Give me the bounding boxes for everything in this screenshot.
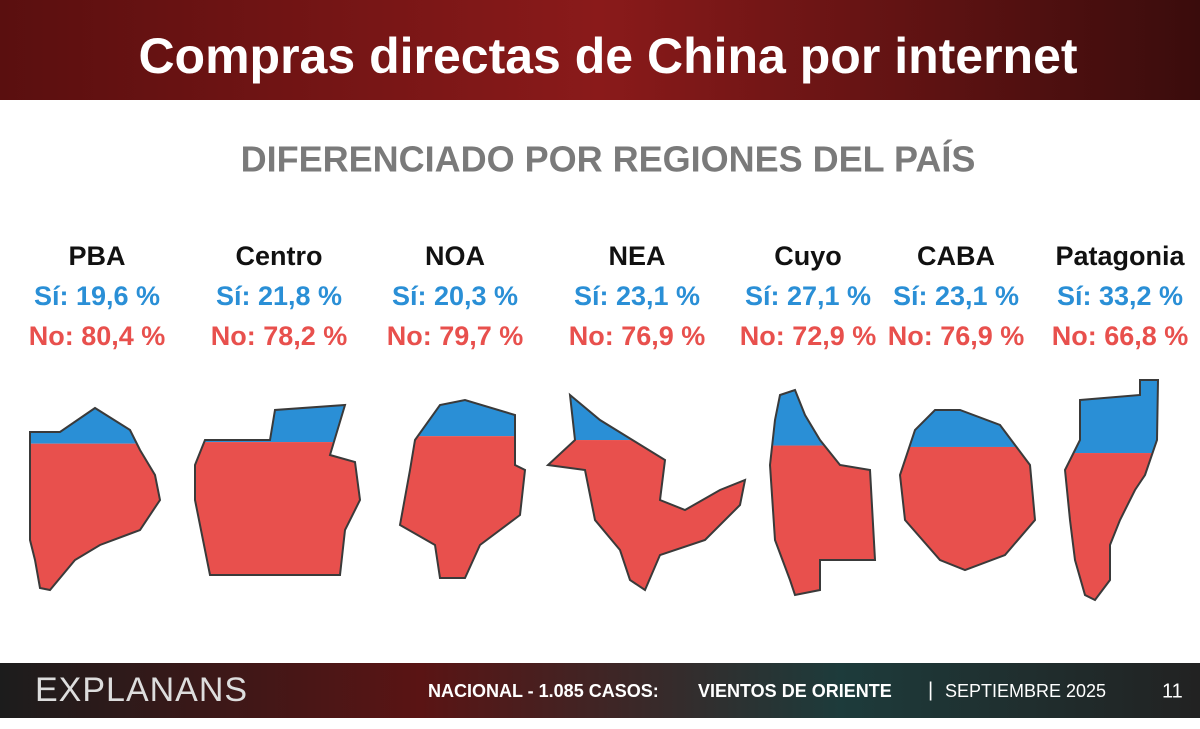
region-name: Centro	[236, 241, 323, 271]
value-label: Sí: 23,1 %	[893, 281, 1019, 311]
region-segment	[770, 390, 875, 446]
region-outline	[1063, 379, 1160, 602]
region-segment	[548, 440, 745, 590]
region-outline	[398, 398, 527, 579]
region-name: Patagonia	[1055, 241, 1185, 271]
region	[400, 400, 525, 578]
value-label: Sí: 20,3 %	[392, 281, 518, 311]
region	[900, 410, 1035, 570]
separator: |	[928, 679, 933, 701]
region-segment	[195, 442, 360, 575]
region-name: Cuyo	[774, 241, 842, 271]
value-label: Sí: 27,1 %	[745, 281, 871, 311]
value-label: Sí: 21,8 %	[216, 281, 342, 311]
region-segment	[400, 436, 525, 578]
page-number: 11	[1162, 680, 1183, 702]
region	[30, 408, 160, 590]
title: Compras directas de China por internet	[138, 28, 1077, 84]
value-label: No: 66,8 %	[1052, 321, 1189, 351]
region-outline	[545, 392, 747, 592]
survey: NACIONAL - 1.085 CASOS:	[428, 681, 659, 701]
header-band	[0, 0, 1200, 100]
brand: EXPLANANS	[35, 671, 248, 709]
value-label: No: 79,7 %	[387, 321, 524, 351]
value-label: Sí: 19,6 %	[34, 281, 160, 311]
footer-band	[0, 663, 1200, 718]
region-name: NOA	[425, 241, 485, 271]
region-segment	[400, 400, 525, 437]
region-outline	[768, 388, 877, 597]
value-label: No: 76,9 %	[569, 321, 706, 351]
report: VIENTOS DE ORIENTE	[698, 681, 892, 701]
region-outline	[29, 406, 162, 592]
region-name: CABA	[917, 241, 995, 271]
region	[770, 390, 875, 595]
region-outline	[898, 409, 1037, 572]
region-segment	[900, 446, 1035, 570]
region-segment	[900, 410, 1035, 447]
region-segment	[30, 443, 160, 590]
region	[1065, 380, 1158, 600]
value-label: No: 76,9 %	[888, 321, 1025, 351]
region-outline	[194, 403, 362, 576]
value-label: No: 80,4 %	[29, 321, 166, 351]
region-name: NEA	[608, 241, 665, 271]
subtitle: DIFERENCIADO POR REGIONES DEL PAÍS	[241, 139, 976, 180]
date: SEPTIEMBRE 2025	[945, 681, 1106, 701]
value-label: Sí: 23,1 %	[574, 281, 700, 311]
value-label: No: 78,2 %	[211, 321, 348, 351]
value-label: No: 72,9 %	[740, 321, 877, 351]
region	[195, 405, 360, 575]
value-label: Sí: 33,2 %	[1057, 281, 1183, 311]
region-name: PBA	[68, 241, 125, 271]
region-segment	[30, 408, 160, 444]
